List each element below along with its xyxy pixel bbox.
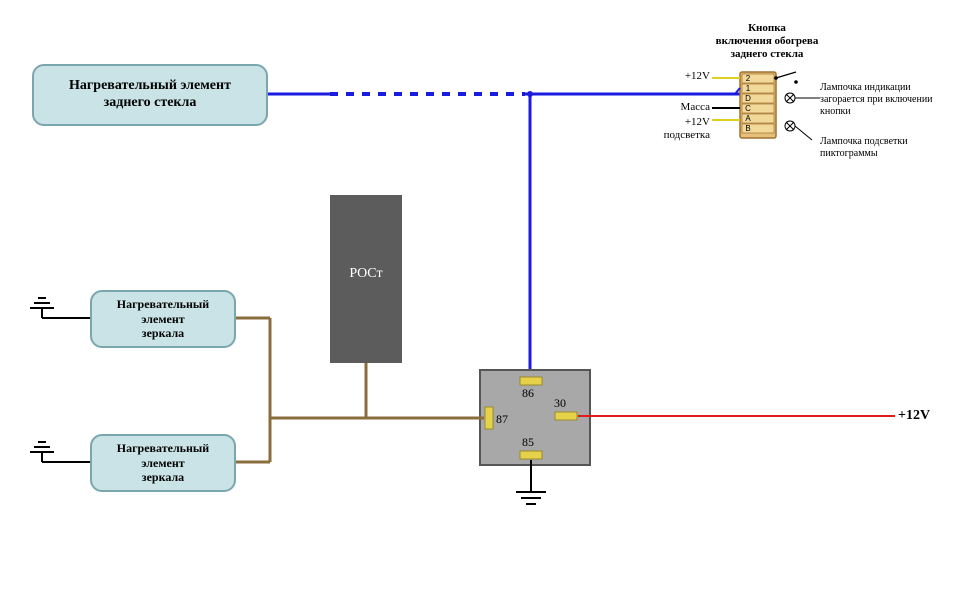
- relay-pin-85: 85: [522, 435, 534, 449]
- ground-mirror2: [30, 442, 54, 452]
- mirror-heater-2-block: Нагревательный элемент зеркала: [90, 434, 236, 492]
- ground-mirror1: [30, 298, 54, 308]
- svg-text:D: D: [745, 94, 751, 103]
- rear-glass-heater-label: Нагревательный элемент заднего стекла: [69, 78, 231, 112]
- label-button-title: Кнопка включения обогрева заднего стекла: [682, 22, 852, 62]
- relay-pin-30: 30: [554, 396, 566, 410]
- mirror-heater-2-label: Нагревательный элемент зеркала: [117, 441, 209, 484]
- svg-text:B: B: [745, 124, 750, 133]
- rear-glass-heater-block: Нагревательный элемент заднего стекла: [32, 64, 268, 126]
- svg-text:C: C: [745, 104, 751, 113]
- svg-text:2: 2: [746, 74, 751, 83]
- label-mass: Масса: [672, 101, 710, 114]
- label-lamp-indicator: Лампочка индикации загорается при включе…: [820, 82, 933, 118]
- relay-pin-87: 87: [496, 412, 508, 426]
- fuse-label: POCт: [330, 266, 402, 283]
- mirror-heater-1-block: Нагревательный элемент зеркала: [90, 290, 236, 348]
- relay-pin-86: 86: [522, 386, 534, 400]
- button-connector: 2 1 D C A B: [740, 72, 812, 140]
- ground-relay: [516, 492, 546, 504]
- mirror-heater-1-label: Нагревательный элемент зеркала: [117, 297, 209, 340]
- svg-text:A: A: [745, 114, 751, 123]
- label-12v-backlight: +12V подсветка: [650, 116, 710, 142]
- svg-text:1: 1: [746, 84, 751, 93]
- label-12v-top: +12V: [680, 70, 710, 83]
- label-12v-right: +12V: [898, 408, 930, 425]
- label-lamp-pictogram: Лампочка подсветки пиктограммы: [820, 136, 908, 160]
